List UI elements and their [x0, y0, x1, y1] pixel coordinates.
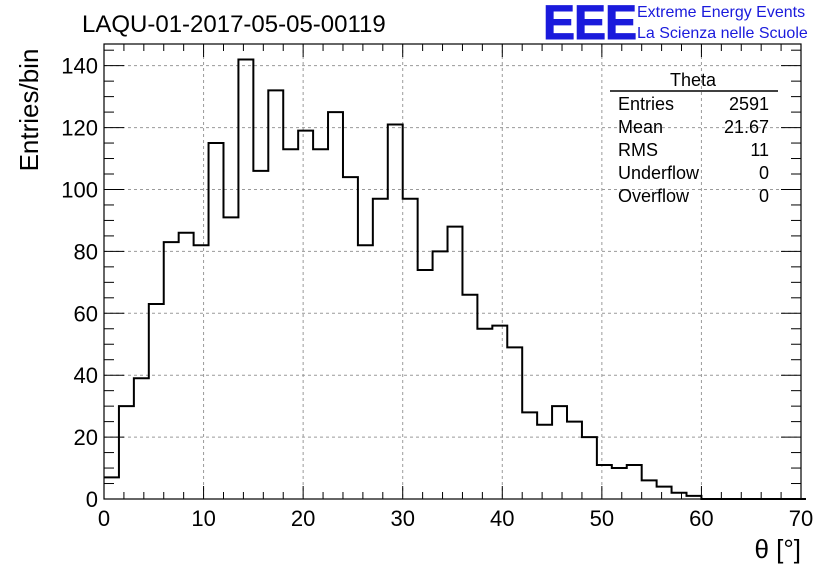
axis-ticks: [103, 44, 802, 500]
x-tick-label: 30: [390, 506, 414, 531]
y-tick-label: 80: [74, 239, 98, 264]
stats-label: Mean: [618, 117, 663, 137]
tick-labels: 0 10 20 30 40 50 60 70 0 20 40 60 80 100 120 140: [61, 54, 813, 531]
stats-label: RMS: [618, 140, 658, 160]
y-tick-label: 120: [61, 116, 98, 141]
y-tick-label: 100: [61, 177, 98, 202]
stats-value: 2591: [729, 94, 769, 114]
chart-title: LAQU-01-2017-05-05-00119: [82, 11, 386, 38]
stats-label: Underflow: [618, 163, 700, 183]
x-tick-label: 40: [490, 506, 514, 531]
x-tick-label: 50: [590, 506, 614, 531]
plot-frame: [103, 43, 802, 500]
eee-logo-line2: La Scienza nelle Scuole: [637, 25, 808, 42]
stats-value: 0: [759, 186, 769, 206]
eee-logo-mark: EEE: [542, 0, 637, 51]
stats-label: Overflow: [618, 186, 690, 206]
grid-lines: [104, 44, 801, 499]
histogram-line: [104, 58, 806, 500]
y-tick-label: 140: [61, 54, 98, 79]
y-tick-label: 20: [74, 425, 98, 450]
y-tick-label: 40: [74, 363, 98, 388]
stats-value: 11: [750, 140, 769, 160]
stats-box: Theta Entries 2591 Mean 21.67 RMS 11 Underflow…: [610, 70, 778, 206]
eee-logo-line1: Extreme Energy Events: [637, 4, 806, 21]
x-tick-label: 60: [689, 506, 713, 531]
y-tick-label: 0: [86, 487, 98, 512]
x-axis-label: θ [°]: [754, 534, 801, 564]
x-tick-label: 0: [98, 506, 110, 531]
y-axis-label: Entries/bin: [14, 49, 44, 172]
y-tick-label: 60: [74, 301, 98, 326]
x-tick-label: 70: [789, 506, 813, 531]
x-tick-label: 10: [191, 506, 215, 531]
stats-title: Theta: [670, 70, 717, 90]
stats-value: 21.67: [724, 117, 769, 137]
stats-label: Entries: [618, 94, 674, 114]
stats-value: 0: [759, 163, 769, 183]
x-tick-label: 20: [291, 506, 315, 531]
